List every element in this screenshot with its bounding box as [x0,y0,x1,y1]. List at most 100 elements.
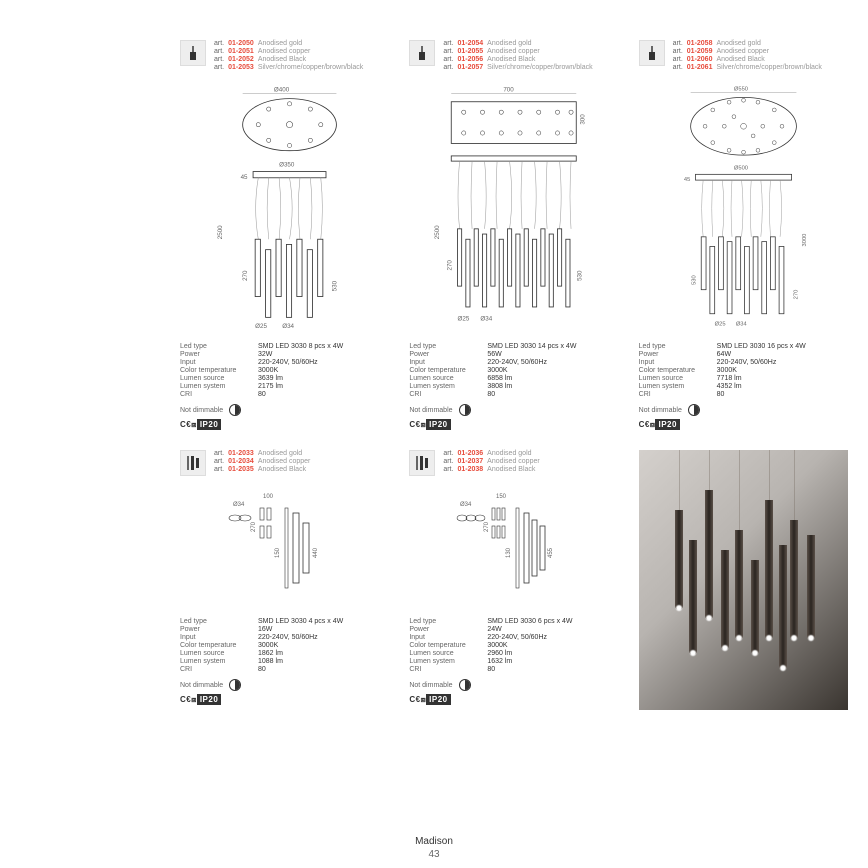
dimmable-icon [688,404,700,416]
spec-label: Lumen source [180,375,250,382]
collection-name: Madison [0,836,868,847]
spec-value: SMD LED 3030 8 pcs x 4W [258,343,389,350]
svg-text:150: 150 [275,547,281,558]
wall-light-icon [409,450,435,476]
art-label: art. [214,40,224,47]
spec-value: SMD LED 3030 16 pcs x 4W [717,343,848,350]
pendant-icon [180,40,206,66]
spec-label: Lumen system [180,383,250,390]
certifications: C€⧈IP20 [180,420,389,430]
spec-value: 220-240V, 50/60Hz [258,359,389,366]
spec-label: Power [639,351,709,358]
article-row: art.01-2052Anodised Black [214,56,363,63]
article-row: art.01-2036Anodised gold [443,450,539,457]
spec-label: Led type [180,618,250,625]
art-finish: Silver/chrome/copper/brown/black [487,64,592,71]
art-label: art. [214,64,224,71]
spec-label: Input [409,359,479,366]
spec-label: Input [180,634,250,641]
svg-text:Ø25: Ø25 [458,316,470,323]
spec-label: CRI [639,391,709,398]
technical-drawing: Ø34 100 150 440 270 [180,488,389,608]
svg-text:530: 530 [332,280,339,291]
article-list: art.01-2058Anodised goldart.01-2059Anodi… [673,40,822,71]
art-finish: Anodised copper [716,48,769,55]
svg-text:455: 455 [548,547,554,558]
certifications: C€⧈IP20 [409,695,618,705]
art-code: 01-2056 [457,56,483,63]
art-label: art. [214,56,224,63]
svg-text:Ø34: Ø34 [283,323,295,330]
svg-text:Ø500: Ø500 [734,166,748,172]
art-label: art. [673,48,683,55]
article-row: art.01-2033Anodised gold [214,450,310,457]
spec-value: 56W [487,351,618,358]
art-finish: Anodised copper [258,458,311,465]
art-code: 01-2053 [228,64,254,71]
page-number: 43 [0,849,868,860]
svg-text:3000: 3000 [802,234,808,247]
spec-label: Led type [409,618,479,625]
svg-text:100: 100 [263,494,274,500]
art-finish: Anodised Black [487,466,535,473]
art-finish: Anodised gold [258,40,302,47]
art-finish: Anodised Black [487,56,535,63]
svg-text:Ø34: Ø34 [481,316,493,323]
svg-text:270: 270 [251,521,257,532]
art-code: 01-2059 [687,48,713,55]
art-code: 01-2051 [228,48,254,55]
article-row: art.01-2054Anodised gold [443,40,592,47]
spec-label: Power [180,626,250,633]
spec-value: 3000K [487,367,618,374]
spec-value: 80 [258,391,389,398]
spec-value: 220-240V, 50/60Hz [487,634,618,641]
product-card: art.01-2036Anodised goldart.01-2037Anodi… [409,450,618,710]
article-row: art.01-2050Anodised gold [214,40,363,47]
art-label: art. [214,466,224,473]
spec-label: Color temperature [409,367,479,374]
spec-table: Led typeSMD LED 3030 4 pcs x 4WPower16WI… [180,618,389,673]
svg-text:Ø25: Ø25 [714,321,725,327]
spec-value: 220-240V, 50/60Hz [258,634,389,641]
art-label: art. [214,458,224,465]
product-card: art.01-2054Anodised goldart.01-2055Anodi… [409,40,618,430]
product-card: art.01-2033Anodised goldart.01-2034Anodi… [180,450,389,710]
art-label: art. [443,450,453,457]
art-code: 01-2037 [457,458,483,465]
svg-text:270: 270 [793,290,799,300]
art-finish: Anodised Black [258,466,306,473]
spec-label: Input [639,359,709,366]
dimmable-label: Not dimmable [409,682,452,689]
spec-value: 1088 lm [258,658,389,665]
product-photo [639,450,848,710]
spec-label: Power [409,626,479,633]
art-label: art. [443,466,453,473]
spec-label: Lumen system [409,658,479,665]
art-code: 01-2038 [457,466,483,473]
spec-value: 1862 lm [258,650,389,657]
spec-label: Led type [180,343,250,350]
svg-text:700: 700 [504,86,515,93]
technical-drawing: Ø400 Ø350 45 [180,83,389,333]
article-row: art.01-2035Anodised Black [214,466,310,473]
svg-text:440: 440 [313,547,319,558]
svg-text:2500: 2500 [434,225,441,239]
spec-label: Lumen system [639,383,709,390]
art-finish: Anodised gold [716,40,760,47]
dimmable-label: Not dimmable [180,682,223,689]
svg-text:Ø34: Ø34 [460,502,472,508]
spec-label: Power [409,351,479,358]
art-finish: Anodised copper [258,48,311,55]
svg-text:530: 530 [577,270,584,281]
spec-value: 4352 lm [717,383,848,390]
svg-text:Ø34: Ø34 [736,321,748,327]
spec-label: Input [409,634,479,641]
spec-table: Led typeSMD LED 3030 14 pcs x 4WPower56W… [409,343,618,398]
spec-label: Lumen source [409,375,479,382]
technical-drawing: Ø34 150 130 455 270 [409,488,618,608]
art-code: 01-2057 [457,64,483,71]
art-label: art. [443,48,453,55]
spec-table: Led typeSMD LED 3030 16 pcs x 4WPower64W… [639,343,848,398]
art-finish: Anodised gold [258,450,302,457]
art-label: art. [673,56,683,63]
